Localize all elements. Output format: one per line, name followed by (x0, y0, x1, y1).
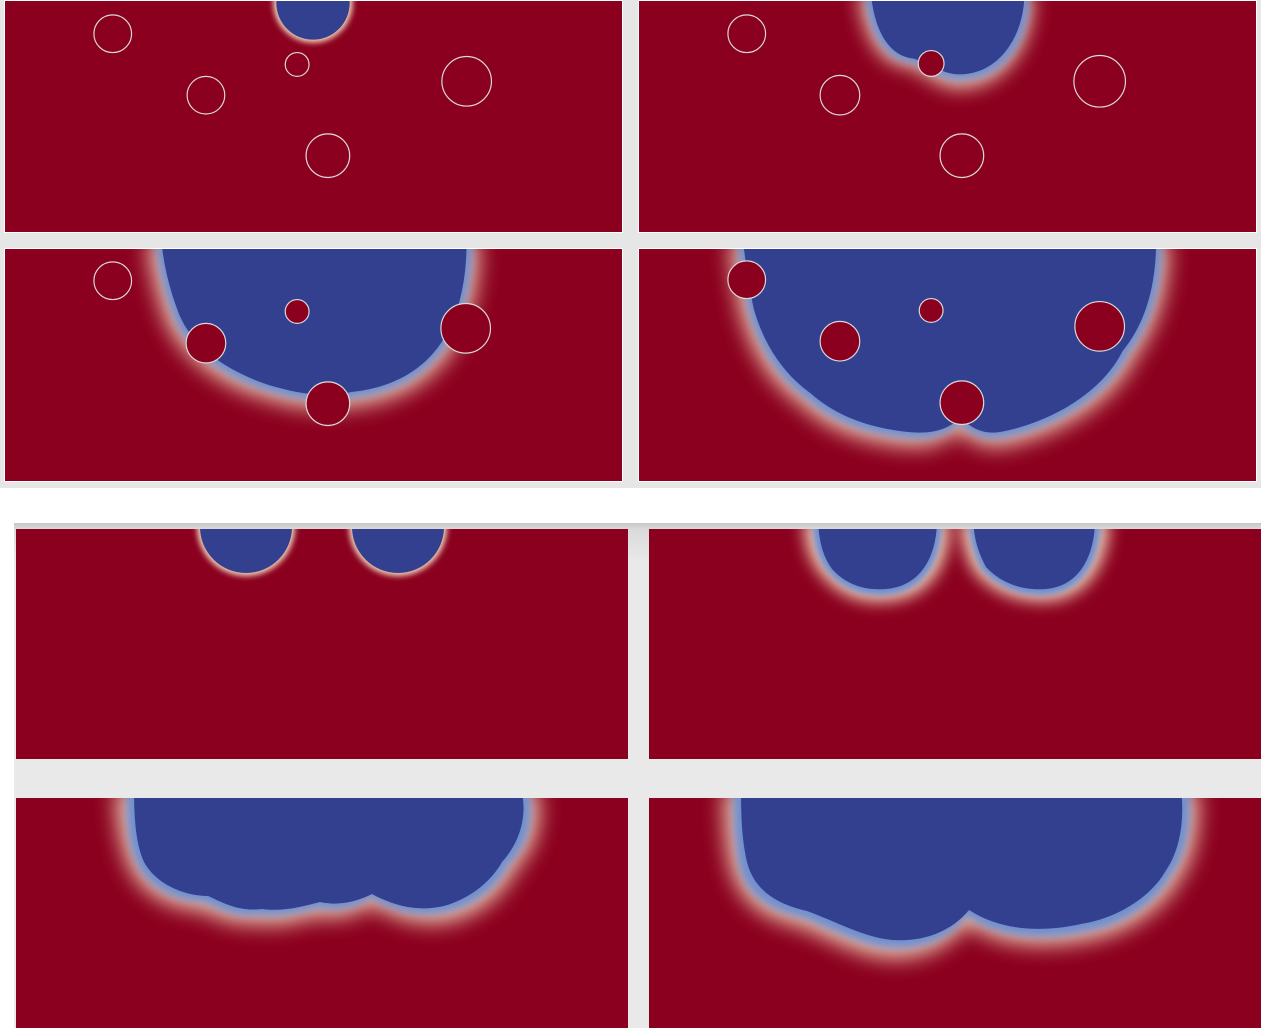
phase-region (197, 529, 447, 576)
inclusion (185, 322, 227, 364)
panel-b2 (649, 529, 1261, 759)
inclusion (93, 14, 133, 54)
inclusion (918, 297, 944, 323)
inclusion (819, 74, 861, 116)
phase-region (860, 1, 1033, 89)
inclusion (819, 320, 861, 362)
phase-region (724, 798, 1199, 959)
inclusion (917, 49, 945, 77)
panel-a1-image (93, 1, 493, 179)
inclusions (917, 49, 945, 77)
panel-a3 (4, 248, 623, 482)
panel-b4-image (724, 798, 1199, 959)
phase-region (730, 249, 1169, 447)
inclusion (727, 260, 767, 300)
phase-region (273, 1, 353, 43)
inclusion (284, 51, 310, 77)
inclusions (185, 298, 492, 427)
inclusion (727, 14, 767, 54)
inclusion (441, 55, 493, 107)
inclusion (305, 381, 351, 427)
phase-region (804, 529, 1109, 602)
panel-b3 (16, 798, 628, 1028)
inclusion-outlines (93, 14, 493, 179)
panel-a2 (638, 0, 1257, 233)
panel-a4-image (727, 249, 1169, 447)
panel-b3-image (116, 798, 539, 925)
panel-b1-image (197, 529, 447, 576)
inclusion (1073, 54, 1127, 108)
phase-region (148, 249, 479, 409)
inclusion-outlines (727, 14, 1127, 179)
inclusion (939, 380, 985, 426)
panel-a3-image (93, 249, 492, 427)
inclusion (305, 133, 351, 179)
inclusion (1074, 300, 1126, 352)
inclusions (727, 260, 1126, 426)
panel-b1 (16, 529, 628, 759)
inclusion (440, 302, 492, 354)
panel-a4 (638, 248, 1257, 482)
phase-region (116, 798, 539, 925)
panel-a1 (4, 0, 623, 233)
panel-b4 (649, 798, 1261, 1028)
inclusion-outline (93, 261, 133, 301)
inclusion (939, 133, 985, 179)
inclusion (284, 298, 310, 324)
panel-a2-image (727, 1, 1127, 179)
panel-b2-image (804, 529, 1109, 602)
inclusion (186, 75, 226, 115)
